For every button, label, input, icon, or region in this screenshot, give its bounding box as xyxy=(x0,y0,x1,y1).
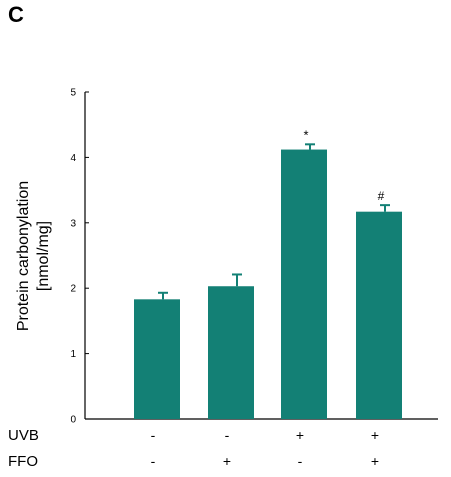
treatment-sign: + xyxy=(223,453,231,469)
y-tick-label: 2 xyxy=(70,284,76,295)
y-tick-label: 5 xyxy=(70,88,76,99)
y-tick-label: 3 xyxy=(70,218,76,229)
treatment-sign: + xyxy=(296,427,304,443)
bar xyxy=(356,211,402,419)
treatment-sign: - xyxy=(298,453,303,469)
treatment-sign: - xyxy=(151,427,156,443)
panel-label: C xyxy=(8,2,24,27)
y-tick-label: 4 xyxy=(70,153,76,164)
treatment-row-label: FFO xyxy=(8,453,38,470)
bar xyxy=(208,286,254,419)
bar xyxy=(134,299,180,419)
treatment-sign: + xyxy=(371,427,379,443)
y-tick-label: 0 xyxy=(70,415,76,426)
treatment-row-label: UVB xyxy=(8,427,39,444)
treatment-sign: + xyxy=(371,453,379,469)
y-axis-unit: [nmol/mg] xyxy=(35,221,52,291)
y-axis-title: Protein carbonylation xyxy=(15,181,32,331)
treatment-sign: - xyxy=(151,453,156,469)
bar xyxy=(281,149,327,419)
significance-marker: # xyxy=(378,189,385,203)
significance-marker: * xyxy=(303,127,308,142)
y-tick-label: 1 xyxy=(70,349,76,360)
treatment-sign: - xyxy=(225,427,230,443)
